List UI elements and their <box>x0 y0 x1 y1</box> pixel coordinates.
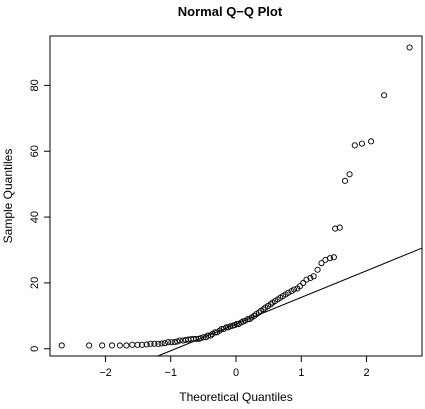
data-points <box>58 44 413 349</box>
data-point <box>285 289 292 296</box>
data-point <box>246 316 253 323</box>
data-point <box>255 309 262 316</box>
data-point <box>326 255 334 262</box>
reference-line-group <box>157 247 423 357</box>
data-point <box>147 340 154 347</box>
data-point <box>99 342 106 349</box>
reference-line <box>157 247 423 357</box>
y-tick-label: 20 <box>29 277 41 289</box>
data-point <box>351 142 358 149</box>
data-point <box>223 324 230 331</box>
data-point <box>86 342 93 349</box>
y-axis: 0 20 40 60 80 <box>29 79 51 352</box>
data-point <box>300 279 307 286</box>
x-tick-label: −1 <box>164 367 177 379</box>
data-point <box>303 276 310 283</box>
data-point <box>143 341 150 348</box>
data-point <box>155 340 162 347</box>
data-point <box>134 341 141 348</box>
data-point <box>358 140 366 147</box>
data-point <box>314 266 321 273</box>
data-point <box>341 177 349 184</box>
data-point <box>346 171 353 178</box>
data-point <box>138 341 146 348</box>
data-point <box>176 337 183 344</box>
data-point <box>267 301 274 308</box>
data-point <box>307 274 314 282</box>
x-tick-label: −2 <box>99 367 112 379</box>
y-axis-label: Sample Quantiles <box>1 149 15 244</box>
x-axis-label: Theoretical Quantiles <box>179 390 292 404</box>
data-point <box>108 342 116 349</box>
x-tick-label: 0 <box>233 367 239 379</box>
data-point <box>165 339 172 346</box>
data-point <box>332 225 339 232</box>
data-point <box>216 327 223 334</box>
data-point <box>296 283 304 290</box>
data-point <box>207 332 214 339</box>
data-point <box>310 273 317 280</box>
data-point <box>168 339 175 346</box>
data-point <box>260 306 267 313</box>
data-point <box>381 92 388 99</box>
data-point <box>251 312 258 319</box>
data-point <box>123 342 130 349</box>
data-point <box>161 340 168 347</box>
data-point <box>318 260 325 267</box>
data-point <box>244 316 251 323</box>
data-point <box>171 339 178 346</box>
data-point <box>336 224 343 231</box>
data-point <box>368 138 375 145</box>
data-point <box>129 341 136 348</box>
data-point <box>151 340 158 347</box>
data-point <box>406 44 413 51</box>
data-point <box>158 340 165 347</box>
data-point <box>291 286 298 293</box>
data-point <box>58 342 65 349</box>
data-point <box>193 335 200 342</box>
x-tick-label: 1 <box>298 367 304 379</box>
data-point <box>116 342 123 349</box>
chart-title: Normal Q−Q Plot <box>178 4 283 19</box>
plot-frame <box>49 35 423 357</box>
x-axis: −2 −1 0 1 2 <box>99 355 370 379</box>
y-tick-label: 0 <box>29 346 41 352</box>
x-tick-label: 2 <box>363 367 369 379</box>
y-tick-label: 60 <box>29 145 41 157</box>
y-tick-label: 80 <box>29 79 41 91</box>
data-point <box>174 338 181 345</box>
data-point <box>330 254 337 261</box>
y-tick-label: 40 <box>29 211 41 223</box>
